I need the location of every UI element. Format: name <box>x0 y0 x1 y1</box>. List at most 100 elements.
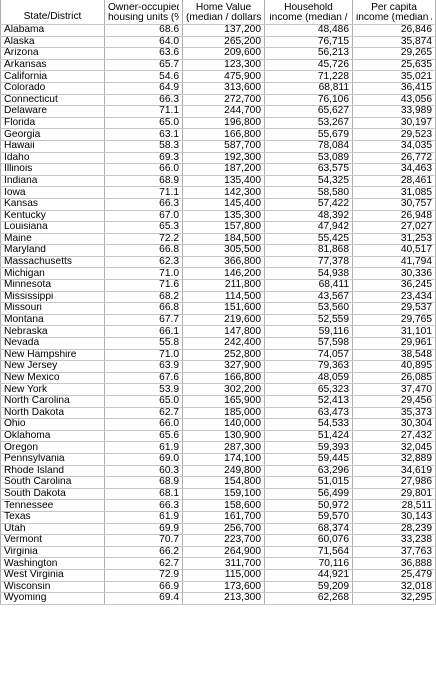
cell-household-income[interactable]: 56,499 <box>264 488 353 501</box>
cell-household-income[interactable]: 52,559 <box>264 314 353 327</box>
cell-state-name[interactable]: Montana <box>0 314 105 327</box>
header-owner-occupied[interactable]: Owner-occupied housing units (%) <box>104 0 183 25</box>
cell-owner-occupied[interactable]: 66.3 <box>104 94 183 107</box>
cell-household-income[interactable]: 51,424 <box>264 430 353 443</box>
cell-owner-occupied[interactable]: 68.6 <box>104 24 183 37</box>
cell-home-value[interactable]: 327,900 <box>182 360 265 373</box>
header-household-income[interactable]: Household income (median / <box>264 0 353 25</box>
cell-home-value[interactable]: 165,900 <box>182 395 265 408</box>
header-per-capita-income[interactable]: Per capita income (median / <box>352 0 436 25</box>
header-state[interactable]: State/District <box>0 0 105 25</box>
cell-household-income[interactable]: 56,213 <box>264 47 353 60</box>
cell-per-capita-income[interactable]: 28,461 <box>352 175 436 188</box>
cell-state-name[interactable]: Delaware <box>0 105 105 118</box>
cell-household-income[interactable]: 51,015 <box>264 476 353 489</box>
cell-home-value[interactable]: 145,400 <box>182 198 265 211</box>
cell-home-value[interactable]: 174,100 <box>182 453 265 466</box>
cell-per-capita-income[interactable]: 32,045 <box>352 441 436 454</box>
cell-state-name[interactable]: Nebraska <box>0 325 105 339</box>
cell-home-value[interactable]: 264,900 <box>182 546 265 559</box>
cell-state-name[interactable]: Rhode Island <box>0 465 105 478</box>
cell-home-value[interactable]: 166,800 <box>182 128 265 141</box>
cell-state-name[interactable]: California <box>0 70 105 83</box>
cell-per-capita-income[interactable]: 31,085 <box>352 186 436 199</box>
cell-owner-occupied[interactable]: 67.0 <box>104 210 183 223</box>
cell-household-income[interactable]: 48,486 <box>264 24 353 37</box>
cell-owner-occupied[interactable]: 69.4 <box>104 592 183 605</box>
cell-home-value[interactable]: 159,100 <box>182 488 265 501</box>
cell-state-name[interactable]: Pennsylvania <box>0 453 105 466</box>
cell-per-capita-income[interactable]: 28,239 <box>352 523 436 536</box>
cell-owner-occupied[interactable]: 66.8 <box>104 244 183 257</box>
cell-owner-occupied[interactable]: 65.7 <box>104 59 183 72</box>
cell-per-capita-income[interactable]: 34,035 <box>352 140 436 153</box>
cell-owner-occupied[interactable]: 71.1 <box>104 186 183 199</box>
cell-household-income[interactable]: 68,811 <box>264 82 353 95</box>
cell-owner-occupied[interactable]: 66.0 <box>104 163 183 176</box>
cell-state-name[interactable]: Illinois <box>0 163 105 176</box>
cell-household-income[interactable]: 71,228 <box>264 70 353 83</box>
cell-owner-occupied[interactable]: 69.9 <box>104 523 183 536</box>
cell-state-name[interactable]: New Hampshire <box>0 349 105 362</box>
cell-home-value[interactable]: 146,200 <box>182 267 265 281</box>
cell-state-name[interactable]: Louisiana <box>0 221 105 234</box>
cell-state-name[interactable]: Alaska <box>0 36 105 49</box>
cell-state-name[interactable]: Missouri <box>0 302 105 315</box>
cell-household-income[interactable]: 54,325 <box>264 175 353 188</box>
cell-home-value[interactable]: 587,700 <box>182 140 265 153</box>
cell-household-income[interactable]: 60,076 <box>264 534 353 547</box>
cell-home-value[interactable]: 166,800 <box>182 372 265 385</box>
cell-home-value[interactable]: 185,000 <box>182 407 265 420</box>
cell-household-income[interactable]: 55,679 <box>264 128 353 141</box>
cell-per-capita-income[interactable]: 32,889 <box>352 453 436 466</box>
cell-owner-occupied[interactable]: 68.1 <box>104 488 183 501</box>
cell-state-name[interactable]: Idaho <box>0 152 105 165</box>
cell-owner-occupied[interactable]: 65.0 <box>104 395 183 408</box>
cell-state-name[interactable]: Colorado <box>0 82 105 95</box>
cell-household-income[interactable]: 59,209 <box>264 581 353 594</box>
cell-home-value[interactable]: 192,300 <box>182 152 265 165</box>
cell-home-value[interactable]: 366,800 <box>182 256 265 269</box>
cell-per-capita-income[interactable]: 29,456 <box>352 395 436 408</box>
cell-household-income[interactable]: 59,116 <box>264 325 353 339</box>
cell-home-value[interactable]: 213,300 <box>182 592 265 605</box>
cell-per-capita-income[interactable]: 38,548 <box>352 349 436 362</box>
cell-owner-occupied[interactable]: 70.7 <box>104 534 183 547</box>
cell-per-capita-income[interactable]: 26,846 <box>352 24 436 37</box>
cell-per-capita-income[interactable]: 29,801 <box>352 488 436 501</box>
cell-state-name[interactable]: North Carolina <box>0 395 105 408</box>
cell-per-capita-income[interactable]: 37,470 <box>352 383 436 396</box>
cell-owner-occupied[interactable]: 72.9 <box>104 569 183 582</box>
cell-per-capita-income[interactable]: 40,517 <box>352 244 436 257</box>
cell-per-capita-income[interactable]: 35,373 <box>352 407 436 420</box>
cell-state-name[interactable]: Iowa <box>0 186 105 199</box>
cell-owner-occupied[interactable]: 65.3 <box>104 221 183 234</box>
cell-state-name[interactable]: New Mexico <box>0 372 105 385</box>
cell-household-income[interactable]: 54,938 <box>264 267 353 281</box>
cell-household-income[interactable]: 79,363 <box>264 360 353 373</box>
cell-home-value[interactable]: 272,700 <box>182 94 265 107</box>
cell-owner-occupied[interactable]: 67.7 <box>104 314 183 327</box>
cell-home-value[interactable]: 173,600 <box>182 581 265 594</box>
cell-per-capita-income[interactable]: 29,537 <box>352 302 436 315</box>
cell-owner-occupied[interactable]: 61.9 <box>104 511 183 524</box>
cell-home-value[interactable]: 209,600 <box>182 47 265 60</box>
cell-owner-occupied[interactable]: 66.2 <box>104 546 183 559</box>
cell-state-name[interactable]: Washington <box>0 557 105 570</box>
cell-state-name[interactable]: Indiana <box>0 175 105 188</box>
cell-per-capita-income[interactable]: 40,895 <box>352 360 436 373</box>
cell-per-capita-income[interactable]: 31,101 <box>352 325 436 339</box>
cell-state-name[interactable]: Mississippi <box>0 291 105 304</box>
cell-owner-occupied[interactable]: 53.9 <box>104 383 183 396</box>
cell-state-name[interactable]: West Virginia <box>0 569 105 582</box>
cell-home-value[interactable]: 123,300 <box>182 59 265 72</box>
cell-owner-occupied[interactable]: 66.1 <box>104 325 183 339</box>
cell-per-capita-income[interactable]: 28,511 <box>352 499 436 512</box>
cell-home-value[interactable]: 305,500 <box>182 244 265 257</box>
cell-home-value[interactable]: 311,700 <box>182 557 265 570</box>
cell-per-capita-income[interactable]: 29,961 <box>352 337 436 350</box>
cell-household-income[interactable]: 52,413 <box>264 395 353 408</box>
cell-household-income[interactable]: 53,267 <box>264 117 353 130</box>
cell-owner-occupied[interactable]: 63.6 <box>104 47 183 60</box>
cell-state-name[interactable]: Texas <box>0 511 105 524</box>
